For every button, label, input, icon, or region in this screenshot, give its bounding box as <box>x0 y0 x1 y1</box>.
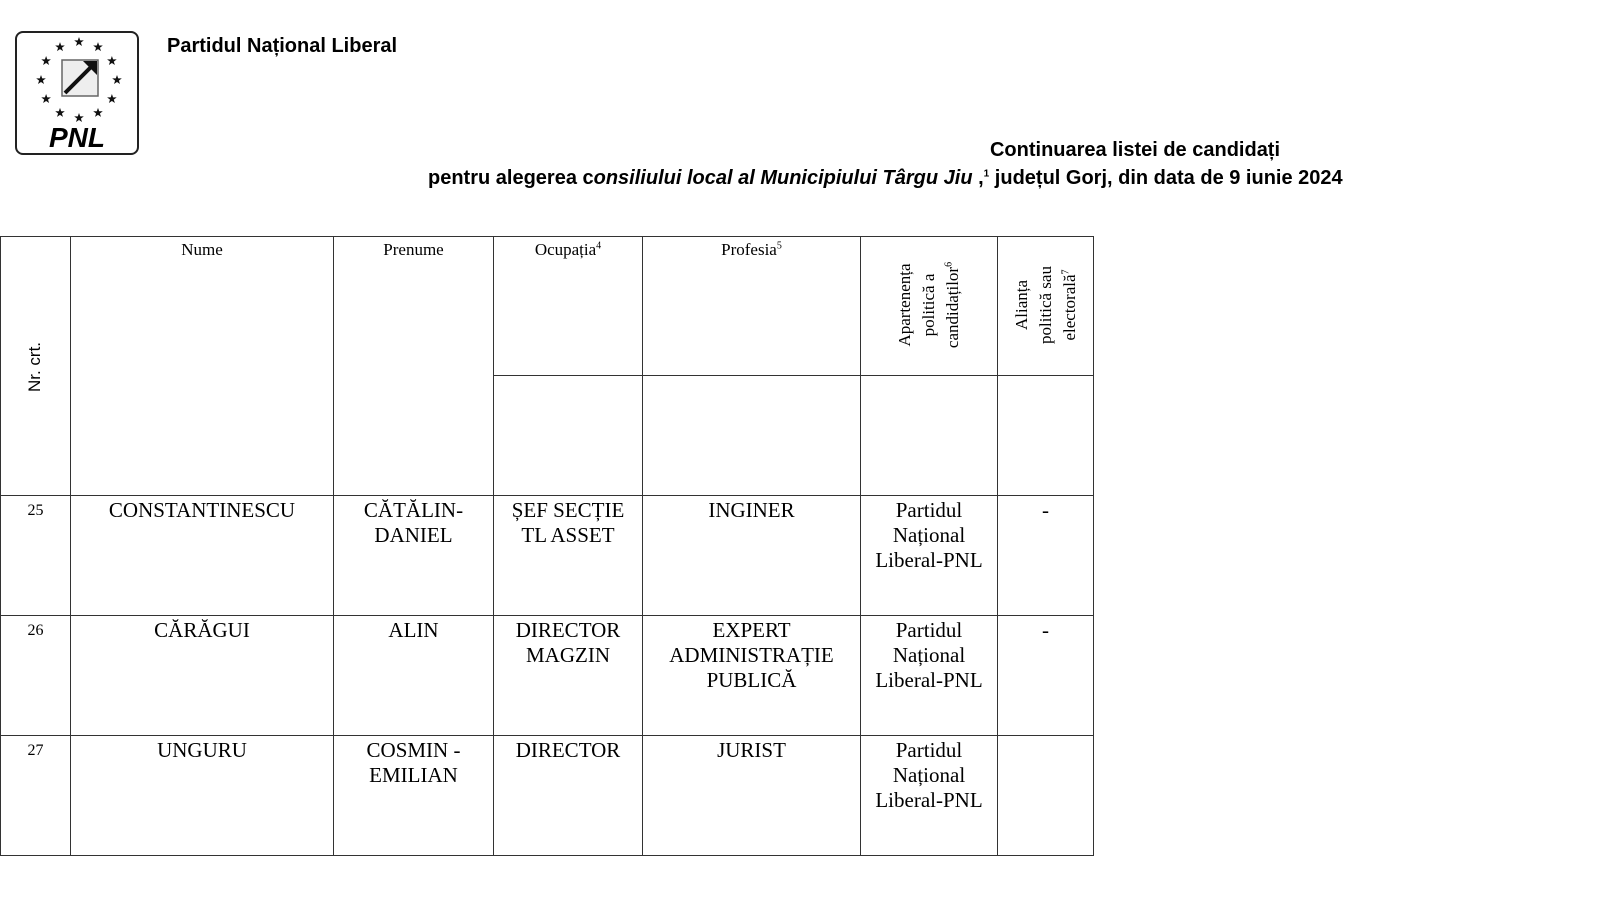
doc-subtitle: pentru alegerea consiliului local al Mun… <box>428 167 1343 189</box>
star-icon <box>55 42 65 52</box>
cell-profesia: INGINER <box>642 495 861 616</box>
star-icon <box>93 42 103 52</box>
cell-nr: 27 <box>0 735 71 856</box>
logo-graphic: PNL <box>36 37 122 153</box>
candidates-table: Nr. crt. Nume Prenume Ocupația4 Profesia… <box>0 236 1094 856</box>
col-alianta: Alianța politică sau electorală7 <box>997 236 1094 376</box>
star-icon <box>74 37 84 46</box>
col-ocupatia: Ocupația4 <box>493 236 643 376</box>
logo-text: PNL <box>49 122 105 153</box>
table-row: 27 UNGURU COSMIN - EMILIAN DIRECTOR JURIS… <box>0 735 1094 856</box>
cell-nr: 26 <box>0 615 71 736</box>
cell-apartenenta: Partidul Național Liberal-PNL <box>860 615 998 736</box>
cell-profesia: JURIST <box>642 735 861 856</box>
table-row: 26 CĂRĂGUI ALIN DIRECTOR MAGZIN EXPERT ADM… <box>0 615 1094 736</box>
cell-apartenenta: Partidul Național Liberal-PNL <box>860 495 998 616</box>
empty-cell <box>997 375 1094 496</box>
cell-prenume: ALIN <box>333 615 494 736</box>
empty-cell <box>642 375 861 496</box>
star-icon <box>107 94 117 103</box>
cell-nume: UNGURU <box>70 735 334 856</box>
cell-ocupatia: DIRECTOR MAGZIN <box>493 615 643 736</box>
star-icon <box>112 75 122 84</box>
cell-ocupatia: ȘEF SECȚIE TL ASSET <box>493 495 643 616</box>
empty-cell <box>493 375 643 496</box>
empty-cell <box>860 375 998 496</box>
col-nr: Nr. crt. <box>0 236 71 496</box>
cell-prenume: CĂTĂLIN- DANIEL <box>333 495 494 616</box>
star-icon <box>41 56 51 65</box>
cell-nume: CONSTANTINESCU <box>70 495 334 616</box>
star-icon <box>41 94 51 103</box>
cell-ocupatia: DIRECTOR <box>493 735 643 856</box>
cell-alianta: - <box>997 615 1094 736</box>
cell-nr: 25 <box>0 495 71 616</box>
cell-alianta <box>997 735 1094 856</box>
star-icon <box>55 107 65 117</box>
col-apartenenta: Apartenența politică a candidaților6 <box>860 236 998 376</box>
doc-title: Continuarea listei de candidați <box>989 139 1281 161</box>
cell-prenume: COSMIN - EMILIAN <box>333 735 494 856</box>
star-icon <box>107 56 117 65</box>
col-prenume: Prenume <box>333 236 494 496</box>
cell-profesia: EXPERT ADMINISTRAȚIE PUBLICĂ <box>642 615 861 736</box>
table-row: 25 CONSTANTINESCU CĂTĂLIN- DANIEL ȘEF SEC… <box>0 495 1094 616</box>
star-icon <box>74 113 84 122</box>
cell-nume: CĂRĂGUI <box>70 615 334 736</box>
party-name: Partidul Național Liberal <box>167 35 398 57</box>
star-icon <box>93 107 103 117</box>
star-icon <box>36 75 46 84</box>
pnl-logo: PNL <box>15 31 139 155</box>
col-nume: Nume <box>70 236 334 496</box>
cell-alianta: - <box>997 495 1094 616</box>
cell-apartenenta: Partidul Național Liberal-PNL <box>860 735 998 856</box>
col-profesia: Profesia5 <box>642 236 861 376</box>
